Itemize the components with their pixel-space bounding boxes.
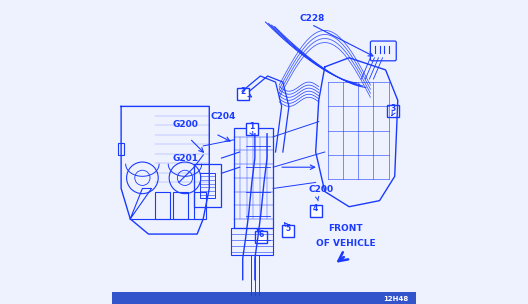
Text: 3: 3 — [391, 104, 396, 113]
FancyBboxPatch shape — [246, 123, 258, 135]
FancyBboxPatch shape — [387, 105, 399, 117]
Text: 6: 6 — [258, 230, 263, 239]
Text: 4: 4 — [313, 204, 318, 213]
Text: G200: G200 — [173, 119, 199, 129]
Text: FRONT: FRONT — [328, 224, 363, 233]
FancyBboxPatch shape — [237, 88, 249, 100]
Text: 1: 1 — [249, 122, 254, 131]
Text: 2: 2 — [240, 87, 246, 96]
Text: 5: 5 — [286, 224, 291, 233]
Text: OF VEHICLE: OF VEHICLE — [316, 239, 375, 248]
FancyBboxPatch shape — [309, 205, 322, 217]
FancyBboxPatch shape — [112, 292, 416, 304]
Text: G201: G201 — [173, 154, 199, 163]
Text: C200: C200 — [309, 185, 334, 194]
FancyBboxPatch shape — [255, 231, 267, 243]
FancyBboxPatch shape — [282, 225, 295, 237]
Text: 12H48: 12H48 — [384, 296, 409, 302]
Text: C228: C228 — [300, 14, 325, 23]
Text: C204: C204 — [210, 112, 235, 121]
